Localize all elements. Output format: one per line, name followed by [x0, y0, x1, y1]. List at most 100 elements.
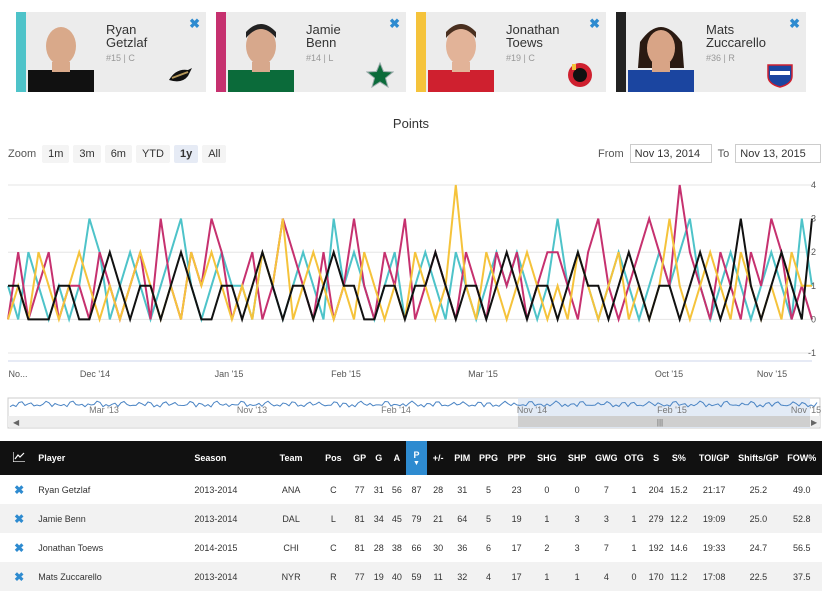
col-team[interactable]: Team [279, 453, 303, 463]
navigator-label: Nov '14 [517, 405, 547, 415]
player-color-stripe [216, 12, 226, 92]
zoom-1m-button[interactable]: 1m [42, 145, 70, 163]
x-tick-label: No... [8, 369, 27, 379]
navigator[interactable]: Mar '13 Nov '13 Feb '14 Nov '14 Feb '15 Nov '… [7, 397, 821, 429]
cell-ppg: 6 [485, 542, 491, 553]
player-card: Jamie Benn #14 | L ✖ [216, 12, 406, 92]
cell-p: 79 [411, 513, 422, 524]
col-s[interactable]: S [653, 453, 660, 463]
col-otg[interactable]: OTG [624, 453, 644, 463]
cell-toi: 19:09 [702, 513, 726, 524]
player-photo [28, 27, 94, 92]
cell-pm: 11 [433, 571, 443, 582]
x-axis-labels: No... Dec '14 Jan '15 Feb '15 Mar '15 Oct '15… [8, 369, 787, 379]
cell-shifts: 25.0 [749, 513, 768, 524]
player-photo [428, 24, 494, 92]
remove-row-icon[interactable]: ✖ [14, 540, 25, 555]
cell-ppg: 5 [485, 484, 491, 495]
player-cards: Ryan Getzlaf #15 | C ✖ Jamie Benn #14 | L … [16, 12, 806, 92]
player-number-position: #19 | C [506, 53, 535, 63]
col-p-label: P [413, 449, 420, 460]
player-name: Ryan Getzlaf [106, 22, 148, 50]
player-card: Ryan Getzlaf #15 | C ✖ [16, 12, 206, 92]
cell-pim: 36 [457, 542, 468, 553]
remove-player-button[interactable]: ✖ [189, 16, 200, 31]
remove-player-button[interactable]: ✖ [589, 16, 600, 31]
cell-spct: 15.2 [670, 484, 688, 495]
remove-row-icon[interactable]: ✖ [14, 569, 25, 584]
zoom-3m-button[interactable]: 3m [73, 145, 101, 163]
col-plus-minus[interactable]: +/- [432, 453, 444, 463]
cell-a: 45 [391, 513, 402, 524]
col-pim[interactable]: PIM [454, 453, 471, 463]
col-ppg[interactable]: PPG [478, 453, 498, 463]
player-name: Mats Zuccarello [706, 22, 766, 50]
rangers-logo-icon [767, 64, 793, 88]
cell-pos: L [330, 513, 336, 524]
cell-fow: 37.5 [793, 571, 811, 582]
col-toi-gp[interactable]: TOI/GP [698, 453, 730, 463]
to-date-input[interactable] [735, 144, 822, 163]
player-photo [628, 27, 694, 92]
cell-player: Jonathan Toews [38, 542, 104, 553]
scroll-right-arrow-icon[interactable]: ▶ [811, 418, 818, 427]
table-header-row: Player Season Team Pos GP G A P ▼ +/- PIM… [0, 441, 822, 475]
cell-pos: C [330, 542, 337, 553]
scrollbar-grip-icon[interactable]: ||| [657, 418, 663, 427]
y-tick-label: 1 [811, 281, 816, 291]
chart-toggle-icon[interactable] [0, 441, 38, 475]
cell-pos: C [330, 484, 337, 495]
remove-player-button[interactable]: ✖ [789, 16, 800, 31]
series-line [7, 184, 812, 323]
col-gp[interactable]: GP [353, 453, 367, 463]
col-gwg[interactable]: GWG [595, 453, 618, 463]
cell-fow: 49.0 [793, 484, 811, 495]
x-tick-label: Feb '15 [331, 369, 361, 379]
cell-ppp: 17 [511, 571, 522, 582]
table-row: ✖ Ryan Getzlaf 2013-2014 ANA C 77 31 56 87 28 31 5 2… [0, 475, 822, 504]
navigator-scrollbar[interactable] [8, 416, 820, 427]
zoom-label: Zoom [8, 148, 37, 160]
remove-row-icon[interactable]: ✖ [14, 511, 25, 526]
col-s-pct[interactable]: S% [671, 453, 686, 463]
col-fow-pct[interactable]: FOW% [787, 453, 817, 463]
scroll-left-arrow-icon[interactable]: ◀ [13, 418, 20, 427]
zoom-1y-button[interactable]: 1y [173, 145, 199, 163]
zoom-ytd-button[interactable]: YTD [135, 145, 170, 163]
player-name: Jonathan Toews [506, 22, 560, 50]
remove-row-icon[interactable]: ✖ [14, 482, 25, 497]
col-g[interactable]: G [375, 453, 383, 463]
cell-a: 40 [391, 571, 402, 582]
cell-toi: 19:33 [702, 542, 726, 553]
y-tick-label: 2 [811, 247, 816, 257]
player-name: Jamie Benn [306, 22, 341, 50]
navigator-label: Feb '15 [657, 405, 687, 415]
cell-pim: 31 [457, 484, 468, 495]
player-color-stripe [416, 12, 426, 92]
cell-spct: 11.2 [670, 571, 688, 582]
y-tick-label: 4 [811, 180, 816, 190]
zoom-all-button[interactable]: All [202, 145, 227, 163]
col-shifts-gp[interactable]: Shifts/GP [738, 453, 779, 463]
col-shp[interactable]: SHP [567, 453, 587, 463]
cell-pim: 64 [457, 513, 468, 524]
col-a[interactable]: A [393, 453, 401, 463]
cell-otg: 1 [631, 513, 637, 524]
cell-toi: 17:08 [702, 571, 726, 582]
cell-shp: 0 [574, 484, 580, 495]
col-season[interactable]: Season [194, 453, 227, 463]
col-shg[interactable]: SHG [537, 453, 557, 463]
col-ppp[interactable]: PPP [507, 453, 526, 463]
cell-g: 34 [373, 513, 384, 524]
col-player[interactable]: Player [38, 453, 66, 463]
navigator-scrollbar-thumb[interactable] [518, 416, 810, 427]
from-date-input[interactable] [629, 144, 712, 163]
zoom-6m-button[interactable]: 6m [104, 145, 132, 163]
cell-season: 2013-2014 [194, 513, 238, 524]
cell-s: 204 [648, 484, 664, 495]
col-p-sorted[interactable]: P ▼ [405, 441, 428, 475]
col-pos[interactable]: Pos [325, 453, 342, 463]
cell-pos: R [330, 571, 337, 582]
remove-player-button[interactable]: ✖ [389, 16, 400, 31]
